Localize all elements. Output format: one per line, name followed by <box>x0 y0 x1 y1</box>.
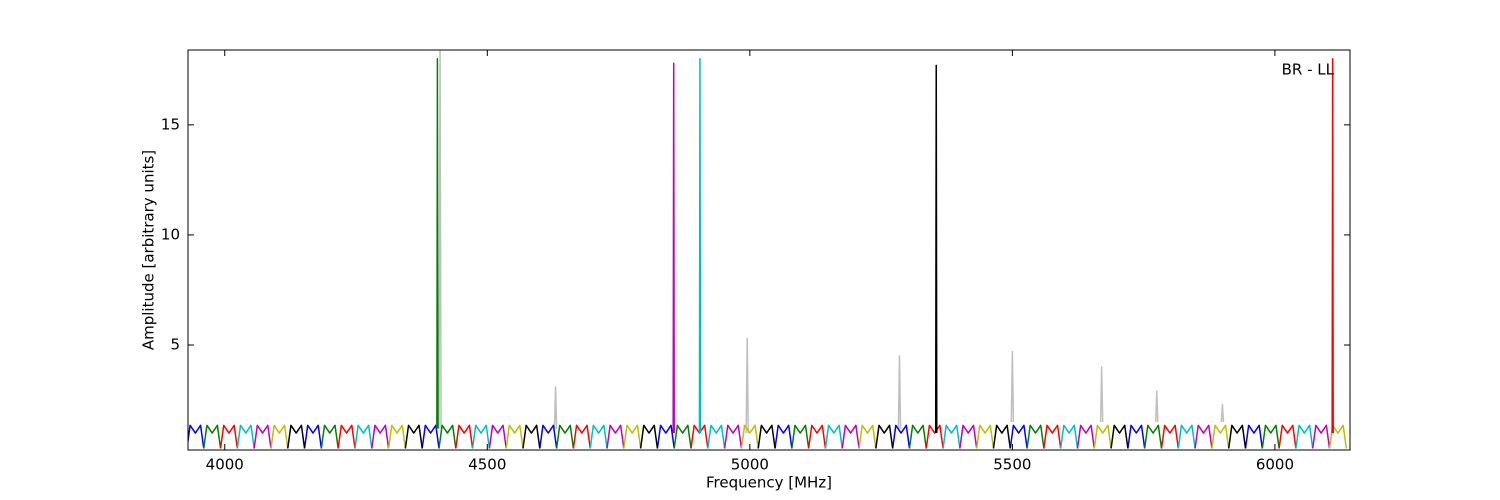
x-tick-label: 5000 <box>731 456 769 474</box>
spectrum-line <box>698 58 702 434</box>
axes-frame <box>187 49 1351 451</box>
plot-area <box>188 50 1350 450</box>
x-tick-label: 6000 <box>1256 456 1294 474</box>
y-tick-label: 10 <box>161 225 180 243</box>
y-tick-label: 5 <box>170 335 180 353</box>
x-tick-label: 5500 <box>993 456 1031 474</box>
spectrum-line <box>287 424 1247 449</box>
spectrum-line <box>1331 58 1334 434</box>
x-tick-label: 4500 <box>468 456 506 474</box>
spectrum-line <box>188 424 1264 449</box>
spectrum-line <box>436 58 439 429</box>
series-group <box>188 50 1348 449</box>
x-tick-label: 4000 <box>206 456 244 474</box>
spectrum-line <box>203 424 1280 449</box>
spectrum-line <box>253 424 1331 449</box>
spectrum-line <box>438 50 1225 434</box>
x-axis-label: Frequency [MHz] <box>706 474 832 492</box>
spectrum-line <box>672 62 675 434</box>
y-tick-label: 15 <box>161 115 180 133</box>
spectrum-line <box>270 424 1348 449</box>
y-axis-label: Amplitude [arbitrary units] <box>140 150 158 350</box>
spectrum-line <box>934 64 938 434</box>
annotation: BR - LL <box>1282 61 1335 79</box>
spectrum-line <box>236 424 1314 449</box>
